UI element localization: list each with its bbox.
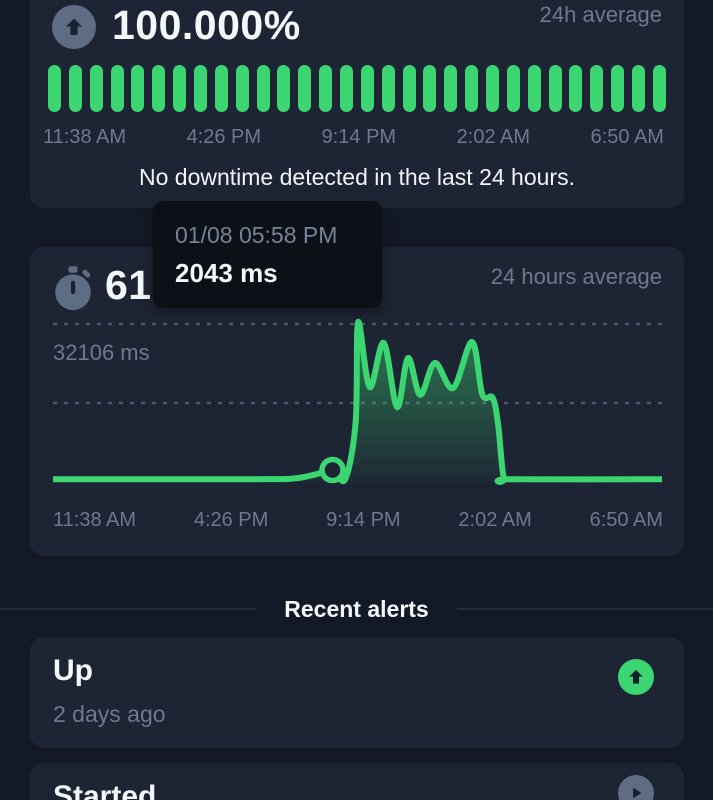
uptime-bar[interactable]: [173, 65, 187, 112]
alert-up-icon: [618, 659, 654, 695]
uptime-bars-strip[interactable]: [48, 65, 666, 112]
up-arrow-icon: [629, 669, 643, 684]
response-line: [50, 319, 665, 485]
uptime-bar[interactable]: [68, 65, 82, 112]
heading-rule-right: [456, 608, 713, 610]
uptime-bar[interactable]: [360, 65, 374, 112]
uptime-range-label: 24h average: [539, 2, 662, 27]
heading-rule-left: [0, 608, 257, 610]
time-tick-label: 4:26 PM: [186, 126, 262, 148]
uptime-bar[interactable]: [569, 65, 583, 112]
uptime-bar[interactable]: [340, 65, 354, 112]
play-icon: [633, 787, 642, 799]
alert-timestamp: 2 days ago: [53, 701, 166, 727]
response-range-label: 24 hours average: [490, 264, 662, 289]
uptime-bar[interactable]: [486, 65, 500, 112]
recent-alerts-heading: Recent alerts: [0, 596, 713, 622]
alert-item-up[interactable]: Up 2 days ago: [30, 637, 684, 748]
uptime-bar[interactable]: [214, 65, 228, 112]
recent-alerts-title: Recent alerts: [284, 595, 429, 622]
alert-started-icon: [618, 775, 654, 800]
uptime-bar[interactable]: [423, 65, 437, 112]
no-downtime-note: No downtime detected in the last 24 hour…: [139, 164, 575, 190]
tooltip-value: 2043 ms: [175, 258, 278, 288]
uptime-bar[interactable]: [465, 65, 479, 112]
uptime-bar[interactable]: [110, 65, 124, 112]
uptime-time-axis: 11:38 AM 4:26 PM 9:14 PM 2:02 AM 6:50 AM: [43, 126, 664, 149]
uptime-bar[interactable]: [548, 65, 562, 112]
uptime-bar[interactable]: [235, 65, 249, 112]
time-tick-label: 2:02 AM: [458, 509, 532, 531]
uptime-bar[interactable]: [527, 65, 541, 112]
uptime-bar[interactable]: [402, 65, 416, 112]
time-tick-label: 11:38 AM: [53, 509, 137, 531]
alert-title: Up: [53, 654, 93, 687]
time-tick-label: 6:50 AM: [589, 509, 663, 531]
time-tick-label: 6:50 AM: [590, 126, 664, 148]
uptime-bar[interactable]: [298, 65, 312, 112]
uptime-bar[interactable]: [152, 65, 166, 112]
status-up-icon: [52, 5, 96, 49]
time-tick-label: 9:14 PM: [321, 126, 397, 148]
time-tick-label: 9:14 PM: [326, 509, 401, 531]
uptime-bar[interactable]: [131, 65, 145, 112]
uptime-bar[interactable]: [506, 65, 520, 112]
response-chart[interactable]: [50, 315, 665, 507]
uptime-bar[interactable]: [590, 65, 604, 112]
uptime-bar[interactable]: [632, 65, 646, 112]
uptime-card: 100.000% 24h average 11:38 AM 4:26 PM 9:14…: [30, 0, 684, 208]
uptime-bar[interactable]: [611, 65, 625, 112]
gridline-value-label: 32106 ms: [53, 340, 150, 365]
uptime-percent: 100.000%: [112, 2, 301, 48]
tooltip-timestamp: 01/08 05:58 PM: [175, 222, 338, 248]
response-average-value: 61: [105, 262, 152, 308]
time-tick-label: 11:38 AM: [43, 126, 127, 148]
alert-item-started[interactable]: Started: [30, 763, 684, 800]
response-time-axis: 11:38 AM 4:26 PM 9:14 PM 2:02 AM 6:50 AM: [53, 509, 663, 532]
chart-tooltip: 01/08 05:58 PM 2043 ms: [153, 201, 382, 308]
up-arrow-icon: [66, 18, 82, 35]
stopwatch-icon: [50, 265, 96, 318]
alert-title: Started: [53, 780, 157, 800]
uptime-bar[interactable]: [48, 65, 61, 112]
uptime-bar[interactable]: [89, 65, 103, 112]
uptime-bar[interactable]: [194, 65, 208, 112]
time-tick-label: 4:26 PM: [193, 509, 269, 531]
uptime-bar[interactable]: [319, 65, 333, 112]
hovered-point-marker[interactable]: [319, 456, 346, 484]
time-tick-label: 2:02 AM: [456, 126, 531, 148]
uptime-bar[interactable]: [277, 65, 291, 112]
uptime-bar[interactable]: [652, 65, 666, 112]
uptime-bar[interactable]: [256, 65, 270, 112]
uptime-bar[interactable]: [444, 65, 458, 112]
uptime-bar[interactable]: [381, 65, 395, 112]
